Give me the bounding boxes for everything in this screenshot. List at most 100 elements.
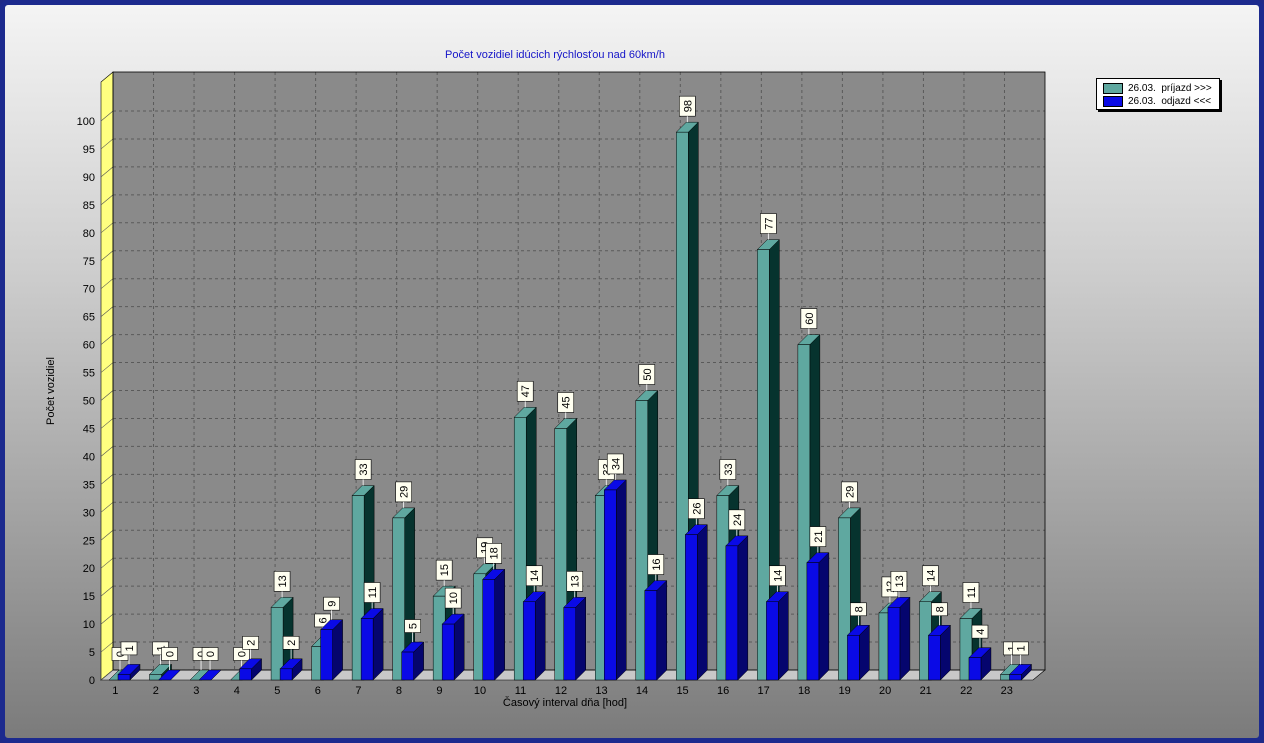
- bar-odjazd: [117, 674, 131, 681]
- data-label-text: 1: [124, 645, 136, 651]
- data-label-text: 15: [439, 564, 451, 576]
- y-tick-label: 30: [83, 507, 95, 519]
- data-label: 8: [850, 602, 867, 617]
- wall-grid-line: [100, 585, 114, 597]
- data-label-text: 29: [399, 486, 411, 498]
- data-label-text: 98: [682, 100, 694, 112]
- wall-grid-line: [100, 278, 114, 289]
- data-label-text: 8: [934, 606, 946, 612]
- data-label-text: 21: [813, 530, 825, 542]
- bar-odjazd-side: [737, 535, 749, 681]
- x-axis-title: Časový interval dňa [hod]: [502, 697, 628, 709]
- bar-odjazd-top: [157, 669, 182, 681]
- wall-grid-line: [100, 390, 114, 401]
- x-tick-label: 18: [798, 685, 810, 697]
- bar-odjazd: [279, 668, 293, 681]
- y-tick-label: 70: [83, 284, 95, 296]
- data-label: 33: [719, 459, 737, 480]
- bar-prijazd: [757, 249, 770, 681]
- data-label-text: 16: [651, 558, 663, 570]
- wall-grid-line: [100, 530, 114, 541]
- data-label: 29: [395, 481, 412, 503]
- data-label: 14: [769, 565, 786, 587]
- data-label: 14: [922, 565, 939, 587]
- bar-odjazd-side: [453, 613, 465, 681]
- data-label: 21: [809, 526, 827, 547]
- y-tick-label: 75: [83, 256, 95, 268]
- data-label: 1: [120, 641, 138, 656]
- y-tick-label: 15: [83, 591, 95, 603]
- legend-label-prijazd: 26.03. príjazd >>>: [1128, 82, 1212, 94]
- data-label: 77: [760, 213, 777, 234]
- x-tick-label: 15: [676, 685, 688, 697]
- y-tick-label: 45: [83, 423, 95, 435]
- data-label-text: 45: [561, 396, 573, 408]
- data-label: 8: [931, 602, 948, 617]
- legend-swatch-prijazd: [1103, 82, 1123, 94]
- data-label-text: 77: [763, 217, 775, 229]
- data-label: 2: [242, 636, 259, 650]
- wall-grid-line: [100, 502, 114, 513]
- wall-grid-line: [100, 362, 114, 373]
- data-label: 33: [354, 459, 372, 480]
- bar-odjazd-side: [332, 619, 343, 681]
- data-label-text: 26: [691, 503, 703, 515]
- bar-odjazd: [360, 618, 374, 681]
- data-label: 9: [323, 596, 340, 611]
- data-label-text: 5: [408, 623, 420, 629]
- data-label-text: 33: [723, 463, 735, 475]
- bar-odjazd: [320, 629, 333, 681]
- x-tick-label: 22: [960, 685, 972, 697]
- bar-odjazd-side: [778, 591, 789, 681]
- y-tick-label: 60: [83, 340, 95, 352]
- bar-odjazd-side: [534, 591, 546, 681]
- bar-odjazd: [563, 607, 576, 681]
- data-label-text: 11: [966, 587, 978, 598]
- x-tick-label: 23: [1001, 685, 1013, 697]
- data-label-text: 33: [358, 463, 370, 475]
- data-label-text: 2: [286, 640, 298, 646]
- data-label-text: 4: [975, 629, 987, 635]
- bar-odjazd: [766, 601, 779, 681]
- wall-grid-line: [100, 418, 114, 429]
- legend-label-odjazd: 26.03. odjazd <<<: [1128, 95, 1212, 107]
- data-label: 13: [566, 571, 584, 592]
- data-label-text: 0: [237, 651, 249, 657]
- data-label-text: 14: [772, 570, 784, 582]
- y-tick-label: 95: [83, 144, 95, 156]
- y-tick-label: 20: [83, 563, 95, 575]
- data-label-text: 6: [318, 617, 330, 623]
- legend-swatch-odjazd: [1103, 95, 1123, 107]
- data-label-text: 60: [804, 312, 816, 324]
- bar-odjazd: [522, 601, 536, 681]
- data-label-text: 9: [327, 601, 339, 607]
- legend: 26.03. príjazd >>> 26.03. odjazd <<<: [1096, 78, 1220, 110]
- data-label: 18: [485, 543, 502, 564]
- data-label: 16: [647, 554, 665, 575]
- wall-grid-line: [100, 334, 114, 345]
- data-label: 15: [435, 559, 453, 581]
- bar-odjazd: [482, 579, 495, 681]
- x-tick-label: 8: [396, 685, 402, 697]
- bar-odjazd: [401, 651, 414, 681]
- data-label: 1: [1012, 641, 1029, 656]
- side-wall: [100, 71, 114, 681]
- bar-odjazd: [928, 635, 941, 681]
- y-tick-label: 40: [83, 451, 95, 463]
- data-label-text: 13: [894, 575, 906, 587]
- wall-grid-line: [100, 250, 114, 261]
- y-tick-label: 100: [77, 116, 95, 128]
- x-tick-label: 5: [274, 685, 280, 697]
- y-tick-label: 90: [83, 172, 95, 184]
- legend-item-odjazd: 26.03. odjazd <<<: [1103, 95, 1211, 107]
- data-label-text: 18: [489, 547, 501, 559]
- data-label-text: 47: [520, 385, 532, 397]
- data-label-text: 0: [165, 651, 177, 657]
- data-label: 0: [201, 647, 219, 661]
- data-label: 11: [363, 582, 381, 603]
- y-tick-label: 25: [83, 535, 95, 547]
- bar-odjazd: [968, 657, 982, 681]
- x-tick-label: 9: [436, 685, 442, 697]
- bar-odjazd: [1009, 674, 1022, 681]
